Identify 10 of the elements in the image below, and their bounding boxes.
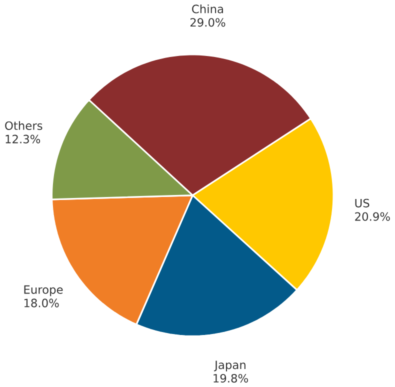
slice-label: China bbox=[192, 4, 223, 14]
slice-label: Japan bbox=[214, 360, 246, 372]
data-label: 20.9% bbox=[355, 212, 390, 221]
slice-label: Others bbox=[5, 121, 42, 130]
data-label: 12.3% bbox=[6, 134, 40, 144]
slice-label: Europe bbox=[24, 285, 63, 296]
data-label: 18.0% bbox=[24, 298, 59, 308]
slice-label: US bbox=[355, 198, 370, 208]
data-label: 29.0% bbox=[190, 18, 226, 27]
data-label: 19.8% bbox=[214, 374, 248, 383]
